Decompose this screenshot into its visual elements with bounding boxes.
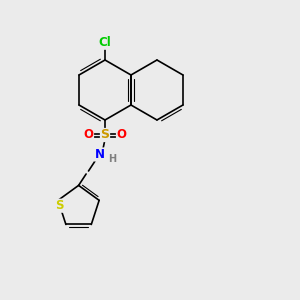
Text: O: O bbox=[116, 128, 127, 142]
Text: O: O bbox=[83, 128, 94, 142]
Text: S: S bbox=[55, 199, 64, 212]
Text: H: H bbox=[108, 154, 116, 164]
Text: Cl: Cl bbox=[99, 36, 111, 49]
Text: S: S bbox=[100, 128, 109, 142]
Text: N: N bbox=[94, 148, 105, 161]
